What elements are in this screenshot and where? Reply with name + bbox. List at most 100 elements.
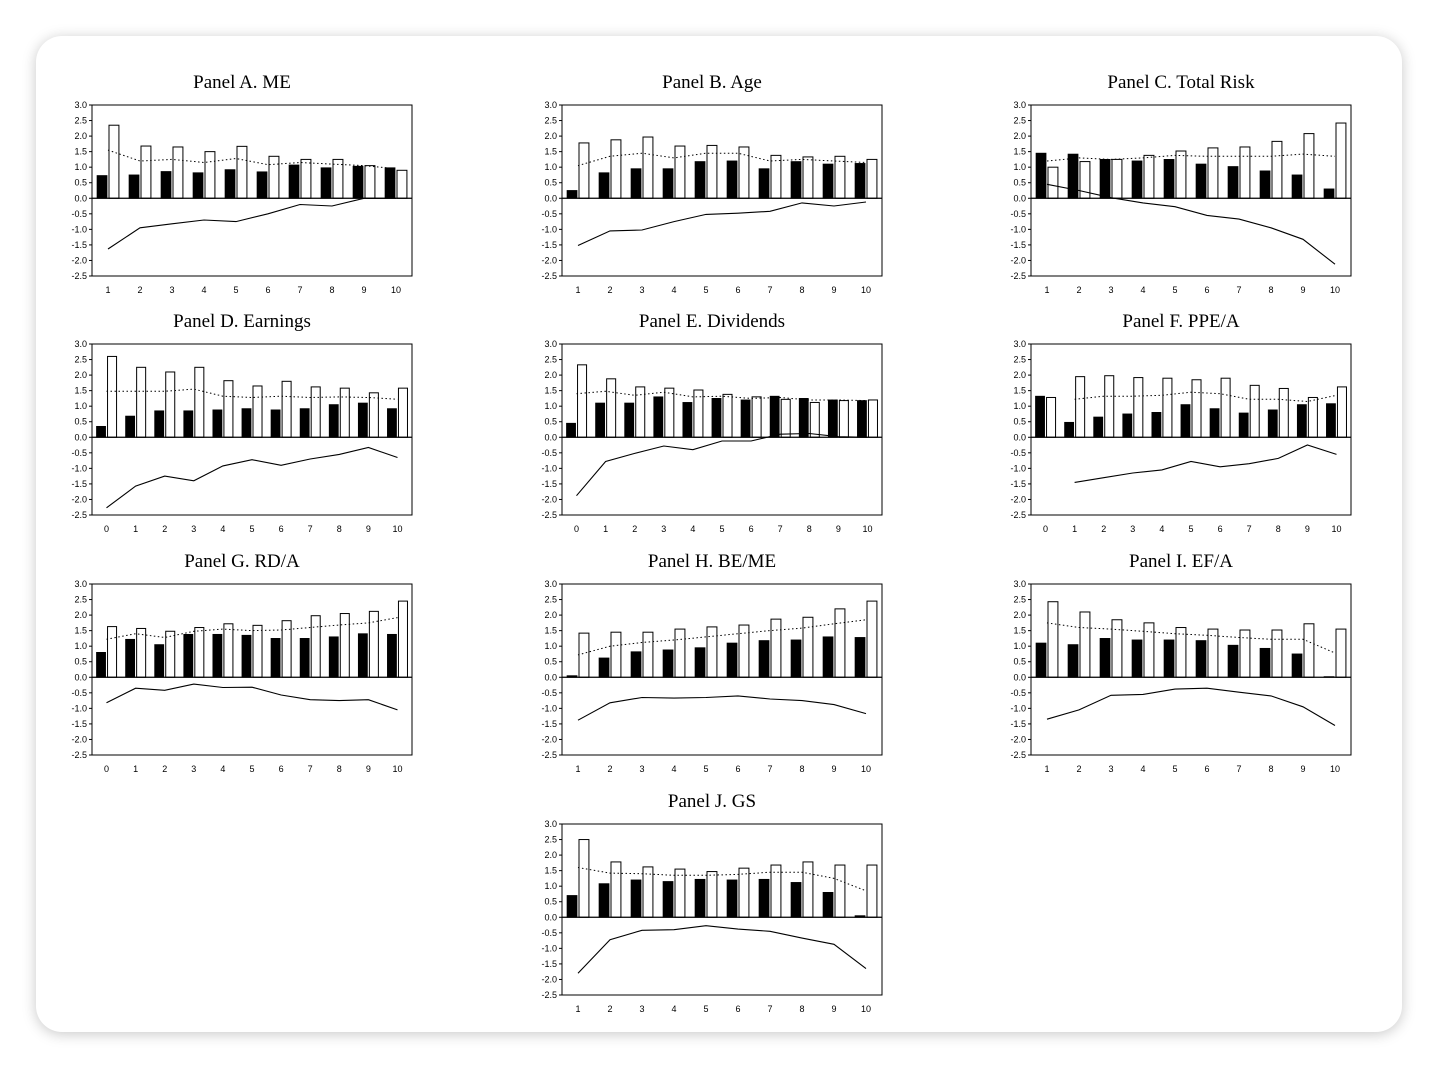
y-tick-label: -0.5 — [541, 209, 557, 219]
dotted-series-line — [106, 617, 398, 640]
bar-open — [1239, 146, 1251, 199]
bar-filled — [726, 879, 738, 918]
bar-filled — [726, 160, 738, 199]
bar-open — [1207, 628, 1219, 678]
plot-frame — [1030, 583, 1352, 756]
solid-series-line — [1074, 444, 1337, 483]
x-tick-label: 3 — [1130, 524, 1135, 534]
bar-filled — [662, 168, 674, 199]
bar-filled — [125, 415, 136, 438]
y-tick-label: -2.0 — [71, 494, 87, 504]
x-tick-label: 6 — [279, 764, 284, 774]
bar-open — [780, 398, 791, 438]
bar-filled — [256, 171, 268, 199]
bar-filled — [160, 171, 172, 199]
x-tick-label: 10 — [1330, 764, 1340, 774]
chart-panel-e: Panel E. Dividends 3.0 2.5 2.0 1.5 1.0 0.5 0.0 -… — [541, 311, 883, 543]
x-tick-label: 9 — [831, 1004, 836, 1014]
x-tick-label: 10 — [861, 764, 871, 774]
bar-filled — [241, 408, 252, 438]
bar-open — [172, 146, 184, 199]
bar-open — [1271, 629, 1283, 678]
y-tick-label: 2.5 — [1013, 116, 1026, 126]
y-tick-label: -1.0 — [71, 703, 87, 713]
bar-filled — [827, 399, 838, 438]
y-tick-label: -1.5 — [541, 959, 557, 969]
x-tick-label: 9 — [831, 764, 836, 774]
x-tick-label: 7 — [1236, 764, 1241, 774]
chart-panel-f: Panel F. PPE/A 3.0 2.5 2.0 1.5 1.0 0.5 0.0 -0.5 -… — [1010, 311, 1352, 543]
y-tick-label: 3.0 — [544, 579, 557, 589]
bar-filled — [1267, 409, 1278, 438]
x-tick-label: 6 — [735, 1004, 740, 1014]
y-tick-label: 2.5 — [1013, 355, 1026, 365]
y-tick-label: -0.5 — [541, 928, 557, 938]
panel-title: Panel H. BE/ME — [647, 551, 777, 572]
y-tick-label: 2.5 — [1013, 595, 1026, 605]
x-tick-label: 5 — [1188, 524, 1193, 534]
chart-svg: 3.0 2.5 2.0 1.5 1.0 0.5 0.0 -0.5 -1.0 -1.5 -2.0 -2.… — [541, 819, 883, 1014]
x-tick-label: 1 — [575, 285, 580, 295]
x-tick-label: 7 — [767, 1004, 772, 1014]
solid-series-line — [1046, 687, 1336, 726]
dotted-series-line — [577, 152, 867, 167]
x-tick-label: 3 — [191, 764, 196, 774]
bar-filled — [96, 652, 106, 678]
x-tick-label: 2 — [607, 764, 612, 774]
x-tick-label: 8 — [329, 285, 334, 295]
bar-open — [577, 364, 588, 438]
bar-open — [706, 626, 718, 678]
x-tick-label: 0 — [1043, 524, 1048, 534]
y-tick-label: 1.5 — [1013, 626, 1026, 636]
bar-open — [339, 387, 350, 438]
chart-panel-j: Panel J. GS 3.0 2.5 2.0 1.5 1.0 0.5 0.0 -0.5 -1.0… — [541, 791, 883, 1023]
y-tick-label: -2.5 — [71, 271, 87, 281]
y-tick-label: 0.5 — [74, 417, 87, 427]
y-tick-label: 1.0 — [74, 401, 87, 411]
bar-filled — [758, 878, 770, 918]
x-tick-label: 10 — [862, 524, 872, 534]
bar-open — [1133, 377, 1144, 438]
x-tick-label: 10 — [1330, 285, 1340, 295]
x-tick-label: 1 — [105, 285, 110, 295]
bar-filled — [1035, 395, 1045, 438]
x-tick-label: 5 — [1172, 285, 1177, 295]
y-tick-label: -2.5 — [1010, 750, 1026, 760]
plot-frame — [91, 583, 413, 756]
bar-open — [738, 867, 750, 918]
bar-filled — [694, 647, 706, 678]
y-tick-label: -2.0 — [71, 734, 87, 744]
bar-open — [136, 627, 147, 678]
y-tick-label: -1.0 — [1010, 463, 1026, 473]
x-tick-label: 8 — [1276, 524, 1281, 534]
bar-open — [738, 624, 750, 678]
bar-filled — [1131, 639, 1143, 678]
y-tick-label: 0.0 — [544, 912, 557, 922]
bar-open — [1047, 166, 1059, 199]
bar-open — [838, 400, 849, 438]
bar-open — [834, 864, 846, 918]
bar-open — [674, 868, 686, 918]
bar-open — [1239, 629, 1251, 678]
bar-filled — [125, 638, 136, 678]
bar-open — [722, 393, 733, 438]
bar-filled — [630, 168, 642, 199]
plot-frame — [91, 343, 413, 516]
y-tick-label: -1.0 — [1010, 224, 1026, 234]
y-tick-label: 2.0 — [544, 850, 557, 860]
bar-filled — [822, 163, 834, 199]
bar-open — [674, 628, 686, 678]
y-tick-label: 0.0 — [1013, 432, 1026, 442]
y-tick-label: -2.5 — [1010, 510, 1026, 520]
bar-filled — [387, 408, 397, 438]
x-tick-label: 0 — [104, 764, 109, 774]
x-tick-label: 1 — [575, 764, 580, 774]
x-tick-label: 5 — [719, 524, 724, 534]
bar-open — [332, 158, 344, 199]
bar-open — [770, 618, 782, 678]
y-tick-label: 2.0 — [74, 610, 87, 620]
chart-svg: 3.0 2.5 2.0 1.5 1.0 0.5 0.0 -0.5 -1.0 -1.5 -2.0 -2.… — [1010, 579, 1352, 774]
bar-filled — [598, 657, 610, 678]
x-tick-label: 10 — [861, 1004, 871, 1014]
x-tick-label: 1 — [1044, 285, 1049, 295]
